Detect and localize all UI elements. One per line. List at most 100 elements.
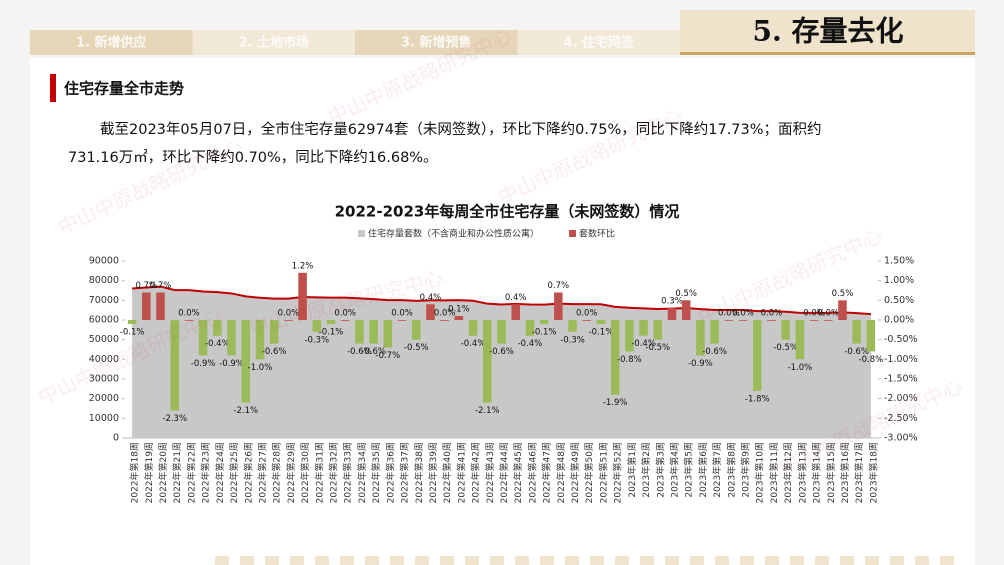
y2-tick-label: -1.50%	[884, 374, 918, 385]
x-tick-label: 2023年第4周	[668, 442, 680, 498]
change-bar	[184, 320, 194, 321]
deco-block	[365, 556, 379, 565]
deco-block	[490, 556, 504, 565]
bar-value-label: 0.0%	[278, 309, 300, 319]
x-tick-label: 2023年第12周	[782, 442, 794, 503]
bar-value-label: 0.0%	[761, 309, 783, 319]
change-bar	[681, 300, 691, 320]
change-bar	[397, 320, 407, 321]
change-bar	[767, 320, 776, 321]
change-bar	[539, 320, 549, 324]
bar-value-label: 0.0%	[817, 309, 839, 319]
nav-tab	[355, 30, 518, 55]
deco-block	[390, 556, 404, 565]
deco-block	[315, 556, 329, 565]
bar-value-label: -1.8%	[745, 394, 770, 404]
y-tick-label: 80000	[89, 275, 119, 286]
change-bar	[298, 272, 307, 320]
bar-value-label: 0.0%	[434, 309, 456, 319]
deco-block	[765, 556, 779, 565]
deco-block	[465, 556, 479, 565]
change-bar	[198, 320, 208, 356]
x-tick-label: 2023年第6周	[697, 442, 709, 498]
bar-value-label: 0.0%	[334, 309, 356, 319]
deco-block	[740, 556, 754, 565]
x-tick-label: 2022年第23周	[200, 442, 212, 503]
change-bar	[340, 320, 350, 321]
bar-value-label: -0.4%	[518, 339, 543, 349]
change-bar	[554, 292, 563, 320]
x-tick-label: 2023年第13周	[796, 442, 808, 503]
change-bar	[639, 320, 648, 336]
x-tick-label: 2023年第17周	[853, 442, 865, 503]
bar-value-label: -0.1%	[120, 327, 145, 337]
bar-value-label: -0.9%	[191, 359, 216, 369]
active-tab-rule	[680, 52, 975, 55]
x-tick-label: 2022年第20周	[157, 442, 169, 503]
x-tick-label: 2022年第41周	[455, 442, 467, 503]
change-bar	[781, 320, 790, 340]
change-bar	[824, 320, 833, 321]
deco-block	[640, 556, 654, 565]
x-tick-label: 2022年第27周	[256, 442, 268, 503]
bar-value-label: -1.9%	[603, 398, 628, 408]
section-marker	[50, 74, 56, 102]
change-bar	[213, 320, 222, 336]
bar-value-label: -1.0%	[788, 363, 813, 373]
bar-value-label: -0.1%	[532, 327, 557, 337]
bar-value-label: -0.6%	[844, 347, 869, 357]
x-tick-label: 2022年第34周	[356, 442, 368, 503]
paragraph-line: 731.16万㎡，环比下降约0.70%，同比下降约16.68%。	[68, 149, 438, 166]
change-bar	[241, 320, 251, 403]
nav-tab-label: 4. 住宅网签	[563, 35, 635, 51]
bar-value-label: -0.6%	[262, 347, 287, 357]
change-bar	[738, 320, 748, 321]
change-bar	[795, 320, 805, 360]
y2-tick-label: -2.00%	[884, 393, 918, 404]
bar-value-label: -0.6%	[361, 347, 386, 357]
nav-tab	[517, 30, 680, 55]
paragraph-line: 截至2023年05月07日，全市住宅存量62974套（未网签数），环比下降约0.…	[100, 120, 822, 138]
y-tick-label: 70000	[89, 295, 119, 306]
change-bar	[525, 320, 535, 336]
bar-value-label: 0.5%	[832, 289, 854, 299]
change-bar	[610, 320, 620, 395]
change-bar	[426, 304, 435, 320]
change-bar	[667, 308, 677, 320]
bar-value-label: -2.3%	[162, 414, 187, 424]
bar-value-label: -0.5%	[404, 343, 429, 353]
y-tick-label: 50000	[89, 334, 119, 345]
bar-value-label: 0.4%	[505, 293, 527, 303]
y2-tick-label: 1.50%	[884, 256, 914, 267]
y-tick-label: 90000	[89, 256, 119, 267]
bar-value-label: 1.2%	[292, 261, 314, 271]
x-tick-label: 2022年第18周	[129, 442, 141, 503]
change-bar	[383, 320, 393, 348]
x-tick-label: 2022年第26周	[242, 442, 254, 503]
deco-block	[340, 556, 354, 565]
bar-value-label: 0.4%	[420, 293, 442, 303]
change-bar	[411, 320, 421, 340]
x-tick-label: 2022年第35周	[370, 442, 382, 503]
deco-block	[215, 556, 229, 565]
deco-block	[540, 556, 554, 565]
change-bar	[255, 320, 265, 360]
chart-title: 2022-2023年每周全市住宅存量（未网签数）情况	[335, 203, 680, 221]
deco-block	[240, 556, 254, 565]
bar-value-label: 0.0%	[178, 309, 200, 319]
change-bar	[809, 320, 819, 321]
bar-value-label: 0.0%	[803, 309, 825, 319]
bar-value-label: -0.6%	[702, 347, 727, 357]
deco-block	[840, 556, 854, 565]
change-bar	[625, 320, 634, 352]
deco-block	[865, 556, 879, 565]
y2-tick-label: -1.00%	[884, 354, 918, 365]
change-bar	[724, 320, 734, 321]
x-tick-label: 2022年第36周	[384, 442, 396, 503]
bar-value-label: -2.1%	[475, 406, 500, 416]
deco-block	[890, 556, 904, 565]
x-tick-label: 2023年第5周	[683, 442, 695, 498]
deco-block	[290, 556, 304, 565]
